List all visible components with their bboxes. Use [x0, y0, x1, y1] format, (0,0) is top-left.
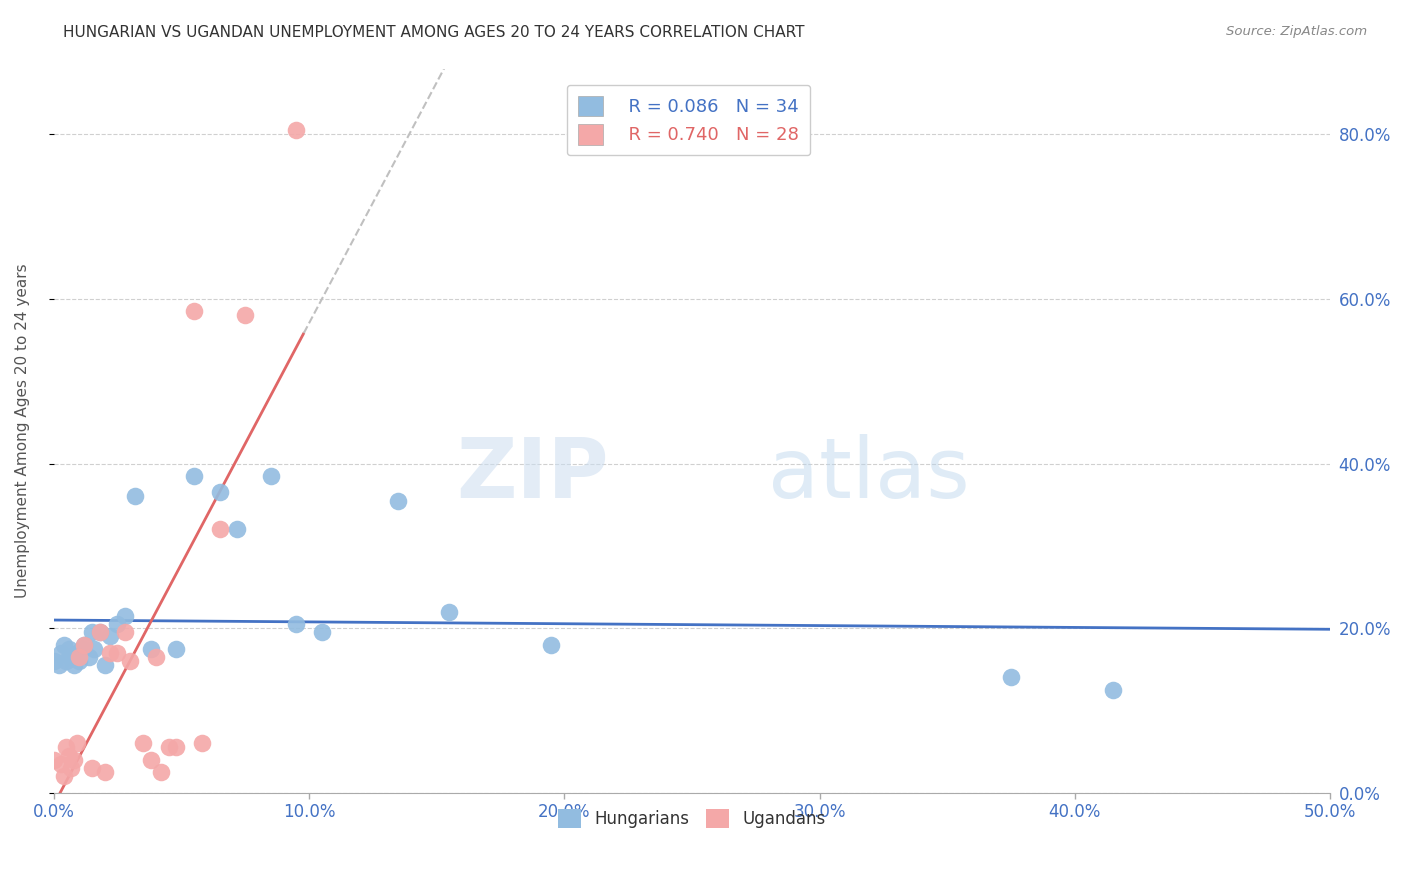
Point	[165, 740, 187, 755]
Point	[233, 309, 256, 323]
Text: atlas: atlas	[769, 434, 970, 515]
Point	[60, 761, 83, 775]
Point	[70, 641, 93, 656]
Point	[208, 522, 231, 536]
Point	[540, 638, 562, 652]
Point	[73, 638, 96, 652]
Point	[52, 769, 75, 783]
Point	[285, 617, 308, 632]
Point	[208, 485, 231, 500]
Point	[51, 756, 73, 771]
Point	[65, 646, 87, 660]
Point	[145, 649, 167, 664]
Point	[107, 617, 129, 632]
Point	[387, 493, 409, 508]
Point	[1102, 682, 1125, 697]
Point	[124, 490, 146, 504]
Point	[51, 646, 73, 660]
Point	[114, 625, 136, 640]
Point	[226, 522, 249, 536]
Point	[60, 649, 83, 664]
Point	[114, 608, 136, 623]
Text: HUNGARIAN VS UGANDAN UNEMPLOYMENT AMONG AGES 20 TO 24 YEARS CORRELATION CHART: HUNGARIAN VS UGANDAN UNEMPLOYMENT AMONG …	[63, 25, 804, 40]
Point	[73, 638, 96, 652]
Point	[139, 753, 162, 767]
Y-axis label: Unemployment Among Ages 20 to 24 years: Unemployment Among Ages 20 to 24 years	[15, 263, 30, 598]
Point	[132, 736, 155, 750]
Point	[42, 753, 65, 767]
Point	[285, 123, 308, 137]
Point	[157, 740, 180, 755]
Point	[67, 649, 90, 664]
Point	[58, 748, 80, 763]
Point	[183, 468, 205, 483]
Point	[58, 641, 80, 656]
Point	[120, 654, 142, 668]
Point	[98, 629, 121, 643]
Point	[42, 654, 65, 668]
Point	[67, 654, 90, 668]
Point	[183, 304, 205, 318]
Point	[63, 658, 86, 673]
Point	[107, 646, 129, 660]
Point	[55, 654, 77, 668]
Point	[93, 658, 115, 673]
Text: Source: ZipAtlas.com: Source: ZipAtlas.com	[1226, 25, 1367, 38]
Point	[439, 605, 461, 619]
Point	[165, 641, 187, 656]
Point	[149, 765, 172, 780]
Point	[83, 641, 105, 656]
Point	[190, 736, 212, 750]
Point	[98, 646, 121, 660]
Point	[1000, 670, 1022, 684]
Point	[139, 641, 162, 656]
Point	[93, 765, 115, 780]
Point	[52, 638, 75, 652]
Legend: Hungarians, Ugandans: Hungarians, Ugandans	[551, 803, 832, 835]
Point	[311, 625, 333, 640]
Point	[80, 761, 103, 775]
Point	[80, 625, 103, 640]
Point	[55, 740, 77, 755]
Point	[48, 658, 70, 673]
Text: ZIP: ZIP	[457, 434, 609, 515]
Point	[259, 468, 281, 483]
Point	[89, 625, 111, 640]
Point	[79, 649, 101, 664]
Point	[63, 753, 86, 767]
Point	[65, 736, 87, 750]
Point	[89, 625, 111, 640]
